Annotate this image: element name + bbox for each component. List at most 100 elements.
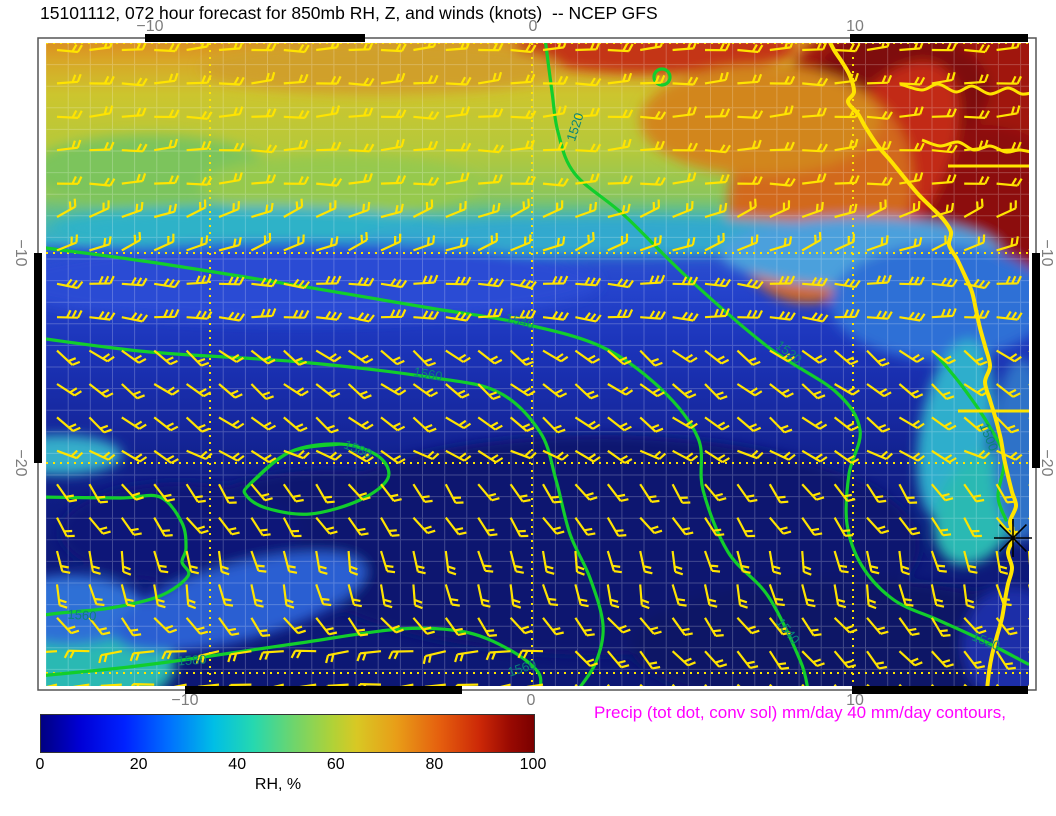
wind-barb [672,236,696,252]
wind-barb [769,141,795,152]
wind-barb [283,383,309,397]
wind-barb [283,176,310,185]
wind-barb [357,683,382,686]
wind-barb [251,202,274,219]
wind-barb [348,173,373,185]
wind-barb [996,75,1022,85]
axis-tick-top: 10 [846,18,864,35]
wind-barb [444,516,467,536]
wind-barb [737,109,764,119]
wind-barb [703,550,721,573]
wind-barb [542,349,569,363]
wind-barb [478,308,504,319]
wind-barb [250,232,272,252]
wind-barb [574,449,601,463]
wind-barb [606,550,622,574]
wind-barb [865,584,877,610]
wind-barb [478,71,503,85]
rh-region [60,482,300,582]
wind-barb [348,449,374,463]
wind-barb [56,109,83,119]
wind-barb [422,650,447,665]
wind-barb [315,617,338,636]
height-contour-1540 [46,246,809,686]
wind-barb [866,383,892,398]
wind-barb [866,176,893,186]
wind-barb [671,516,694,536]
wind-barb [672,43,697,52]
wind-barb [639,449,667,461]
wind-barb [607,617,631,634]
wind-barb [931,43,958,52]
wind-barb [671,617,693,636]
wind-barb [315,236,339,252]
wind-barb [574,650,599,668]
wind-barb [185,584,197,610]
wind-barb [380,483,402,502]
wind-barb [899,106,924,118]
wind-barb [996,105,1021,118]
wind-barb [380,309,407,319]
wind-barb [477,517,498,537]
wind-barb [173,683,187,686]
figure-title: 15101112, 072 hour forecast for 850mb RH… [40,3,658,23]
colorbar-tick: 100 [519,756,547,773]
wind-barb [89,105,114,118]
wind-barb [412,383,439,398]
wind-barb [574,683,578,686]
wind-barb [72,683,90,686]
wind-barb [1028,150,1029,152]
wind-barb [607,278,634,289]
wind-barb [704,308,730,319]
wind-barb [412,550,426,575]
wind-barb [88,416,112,434]
wind-barb [736,650,759,669]
wind-barb [380,416,406,432]
wind-barb [542,416,566,434]
wind-barb [510,278,537,290]
wind-barb [607,72,633,85]
wind-barb [380,383,407,396]
wind-barb [866,516,890,535]
wind-barb [510,109,537,119]
wind-barb [88,383,114,398]
wind-barb [56,617,80,635]
wind-barb [802,77,829,87]
wind-barb [412,416,437,433]
wind-barb [258,650,284,661]
wind-barb [186,274,212,285]
wind-barb [736,617,760,635]
wind-barb [477,232,498,252]
wind-barb [131,683,155,686]
wind-barb [445,449,472,462]
wind-barb [510,139,535,152]
wind-barb [672,172,697,185]
border-tick-bars [34,34,1040,694]
wind-barb [769,236,793,252]
wind-barb [640,310,666,320]
wind-barb [964,44,991,54]
wind-barb [347,550,359,576]
wind-barb [834,233,855,252]
wind-barb [866,650,888,670]
height-contours-layer [46,43,1029,686]
wind-barb [121,312,149,323]
colorbar-tick: 80 [425,756,444,773]
wind-barb [671,550,684,576]
wind-barb [542,383,568,398]
wind-barb [477,202,501,219]
wind-barb [866,43,890,52]
wind-barb [186,449,213,461]
wind-barb [833,416,859,432]
wind-barb [639,584,650,610]
wind-barb [542,43,567,52]
wind-barb [801,516,823,536]
wind-barb [89,43,113,52]
wind-barb [283,309,310,319]
wind-barb [704,449,730,464]
wind-barb [801,683,805,686]
wind-barb [801,349,827,364]
wind-barb [736,383,763,397]
axis-tick-top: 0 [528,18,538,35]
wind-barb [575,201,598,219]
